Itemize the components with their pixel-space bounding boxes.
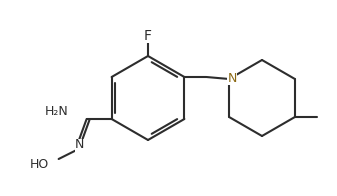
Text: N: N	[227, 72, 237, 84]
Text: N: N	[75, 139, 84, 152]
Text: HO: HO	[29, 158, 49, 171]
Text: F: F	[144, 29, 152, 43]
Text: H₂N: H₂N	[45, 104, 69, 117]
